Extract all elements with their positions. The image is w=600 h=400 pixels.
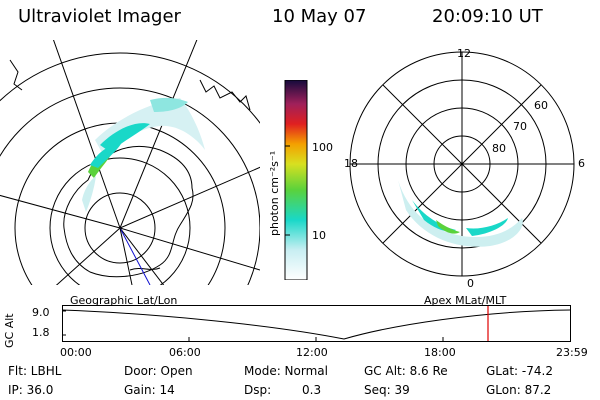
spacecraft-pointer-line: [119, 227, 133, 285]
orbit-xtick-0600: 06:00: [169, 346, 201, 359]
apex-map-label: Apex MLat/MLT: [424, 294, 507, 307]
geographic-map-label: Geographic Lat/Lon: [70, 294, 178, 307]
polar-diagonal: [382, 84, 542, 244]
instrument-title: Ultraviolet Imager: [18, 6, 181, 27]
lat-circle: [14, 122, 226, 285]
meridian-line: [119, 166, 260, 229]
gain-label: Gain: 14: [124, 383, 175, 397]
colorbar-unit-label: photon cm⁻²s⁻¹: [268, 150, 281, 236]
coastline-fragment: [129, 267, 161, 271]
meridian-line: [53, 40, 121, 229]
glat-label: GLat: -74.2: [486, 364, 553, 378]
lat-circle: [49, 157, 191, 285]
gc-alt-label: GC Alt: 8.6 Re: [364, 364, 448, 378]
dsp-value: 0.3: [302, 383, 322, 397]
date-label: 10 May 07: [272, 6, 367, 27]
seq-label: Seq: 39: [364, 383, 410, 397]
geographic-map: [0, 40, 260, 285]
lat-label-60: 60: [534, 99, 548, 112]
mlt-label-18: 18: [344, 157, 358, 170]
orbit-xtick-0000: 00:00: [60, 346, 92, 359]
coastline-fragment: [199, 79, 251, 111]
sun-pointer-line: [119, 227, 151, 285]
colorbar: [284, 80, 308, 280]
orbit-plot-frame: [62, 305, 571, 342]
lat-label-80: 80: [492, 142, 506, 155]
mlt-label-12: 12: [457, 47, 471, 60]
coastline-fragment: [9, 59, 23, 91]
lat-circle: [0, 87, 260, 285]
orbit-altitude-plot: [62, 305, 571, 342]
meridian-line: [0, 194, 121, 229]
door-label: Door: Open: [124, 364, 193, 378]
dsp-label: Dsp:: [244, 383, 272, 397]
lat-circle: [0, 52, 260, 124]
orbit-xtick-1800: 18:00: [424, 346, 456, 359]
lat-circle: [84, 192, 156, 264]
antarctica-coastline: [63, 146, 194, 278]
orbit-ylabel: GC Alt: [3, 313, 16, 348]
polar-mlt-plot: [349, 51, 575, 277]
meridian-line: [119, 227, 260, 271]
time-label: 20:09:10 UT: [432, 6, 543, 27]
orbit-xtick-1200: 12:00: [296, 346, 328, 359]
aurora-emission-left: [82, 97, 205, 212]
ip-label: IP: 36.0: [8, 383, 54, 397]
orbit-ytick-low: 1.8: [32, 326, 50, 339]
mlt-label-6: 6: [578, 157, 585, 170]
colorbar-tick-100: 100: [312, 141, 333, 154]
meridian-line: [119, 227, 165, 285]
filter-label: Flt: LBHL: [8, 364, 62, 378]
orbit-ytick-high: 9.0: [32, 306, 50, 319]
mlt-label-0: 0: [467, 277, 474, 290]
colorbar-tick-10: 10: [312, 229, 326, 242]
colorbar-gradient: [284, 80, 308, 280]
mode-label: Mode: Normal: [244, 364, 328, 378]
aurora-emission-right: [398, 180, 523, 247]
glon-label: GLon: 87.2: [486, 383, 552, 397]
lat-label-70: 70: [513, 120, 527, 133]
orbit-xtick-2359: 23:59: [556, 346, 588, 359]
orbit-altitude-curve: [62, 309, 571, 340]
